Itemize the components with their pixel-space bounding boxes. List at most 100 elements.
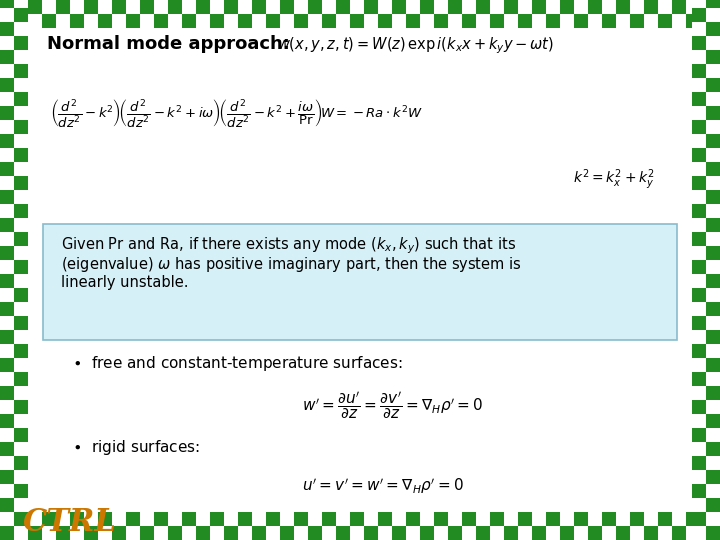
Bar bbox=[0, 64, 14, 78]
Bar bbox=[14, 512, 28, 526]
Bar bbox=[686, 526, 700, 540]
Bar bbox=[84, 512, 98, 526]
Bar bbox=[14, 0, 28, 14]
Bar bbox=[672, 0, 686, 14]
Bar bbox=[112, 526, 126, 540]
Bar bbox=[112, 14, 126, 28]
Bar bbox=[0, 316, 14, 330]
Bar bbox=[238, 14, 252, 28]
Bar bbox=[294, 526, 308, 540]
Bar bbox=[706, 176, 720, 190]
Bar bbox=[714, 512, 720, 526]
Bar bbox=[154, 526, 168, 540]
Bar bbox=[616, 512, 630, 526]
Bar bbox=[672, 526, 686, 540]
Bar bbox=[706, 92, 720, 106]
Bar bbox=[84, 526, 98, 540]
Bar bbox=[0, 22, 14, 36]
Bar bbox=[658, 526, 672, 540]
Bar bbox=[692, 218, 706, 232]
Bar bbox=[518, 512, 532, 526]
Bar bbox=[224, 512, 238, 526]
Bar bbox=[14, 246, 28, 260]
Bar bbox=[14, 218, 28, 232]
Bar bbox=[14, 386, 28, 400]
Bar bbox=[700, 512, 714, 526]
Bar bbox=[56, 512, 70, 526]
Bar bbox=[630, 512, 644, 526]
Bar bbox=[98, 0, 112, 14]
Bar bbox=[0, 204, 14, 218]
Bar bbox=[504, 512, 518, 526]
Bar bbox=[692, 288, 706, 302]
Bar bbox=[588, 512, 602, 526]
Bar bbox=[0, 484, 14, 498]
Text: linearly unstable.: linearly unstable. bbox=[61, 275, 189, 290]
Bar bbox=[602, 512, 616, 526]
Bar bbox=[476, 14, 490, 28]
Bar bbox=[706, 316, 720, 330]
Bar bbox=[14, 260, 28, 274]
Bar bbox=[658, 14, 672, 28]
Bar bbox=[0, 162, 14, 176]
Bar bbox=[14, 204, 28, 218]
Bar bbox=[504, 14, 518, 28]
Bar bbox=[266, 512, 280, 526]
Bar bbox=[14, 106, 28, 120]
Bar bbox=[56, 14, 70, 28]
Bar bbox=[238, 512, 252, 526]
Bar bbox=[210, 512, 224, 526]
Bar bbox=[392, 14, 406, 28]
Bar bbox=[616, 526, 630, 540]
Bar bbox=[350, 0, 364, 14]
Bar bbox=[196, 526, 210, 540]
Bar bbox=[14, 526, 28, 540]
Bar bbox=[14, 372, 28, 386]
Text: $u' = v' = w' = \nabla_H \rho' = 0$: $u' = v' = w' = \nabla_H \rho' = 0$ bbox=[302, 476, 464, 496]
Bar bbox=[42, 512, 56, 526]
Text: Given Pr and Ra, if there exists any mode $(k_x,k_y)$ such that its: Given Pr and Ra, if there exists any mod… bbox=[61, 235, 516, 255]
Bar bbox=[0, 274, 14, 288]
Bar bbox=[0, 386, 14, 400]
Bar bbox=[0, 442, 14, 456]
Bar bbox=[0, 358, 14, 372]
Bar bbox=[0, 400, 14, 414]
Bar bbox=[692, 386, 706, 400]
Text: $\left(\dfrac{d^2}{dz^2} - k^2\right)\!\left(\dfrac{d^2}{dz^2} - k^2 + i\omega\r: $\left(\dfrac{d^2}{dz^2} - k^2\right)\!\… bbox=[50, 97, 423, 129]
Bar bbox=[560, 14, 574, 28]
Bar bbox=[692, 162, 706, 176]
Bar bbox=[392, 0, 406, 14]
Bar bbox=[0, 92, 14, 106]
Bar bbox=[706, 330, 720, 344]
Bar bbox=[14, 92, 28, 106]
Bar bbox=[490, 14, 504, 28]
Bar bbox=[672, 512, 686, 526]
Bar bbox=[224, 0, 238, 14]
Bar bbox=[308, 526, 322, 540]
Bar bbox=[692, 442, 706, 456]
Bar bbox=[140, 526, 154, 540]
Bar bbox=[336, 0, 350, 14]
Bar bbox=[706, 288, 720, 302]
Text: (eigenvalue) $\omega$ has positive imaginary part, then the system is: (eigenvalue) $\omega$ has positive imagi… bbox=[61, 255, 522, 274]
Bar bbox=[126, 512, 140, 526]
Bar bbox=[294, 512, 308, 526]
Bar bbox=[14, 64, 28, 78]
Bar bbox=[0, 176, 14, 190]
Bar bbox=[504, 0, 518, 14]
Bar bbox=[706, 78, 720, 92]
Bar bbox=[602, 0, 616, 14]
Bar bbox=[14, 442, 28, 456]
Text: CTRL: CTRL bbox=[23, 507, 117, 537]
Bar bbox=[692, 120, 706, 134]
Bar bbox=[476, 0, 490, 14]
Bar bbox=[154, 0, 168, 14]
Bar bbox=[14, 8, 28, 22]
Bar bbox=[706, 36, 720, 50]
Bar bbox=[560, 526, 574, 540]
Bar bbox=[0, 302, 14, 316]
Bar bbox=[210, 14, 224, 28]
Bar bbox=[224, 14, 238, 28]
Bar bbox=[0, 372, 14, 386]
Bar bbox=[448, 526, 462, 540]
